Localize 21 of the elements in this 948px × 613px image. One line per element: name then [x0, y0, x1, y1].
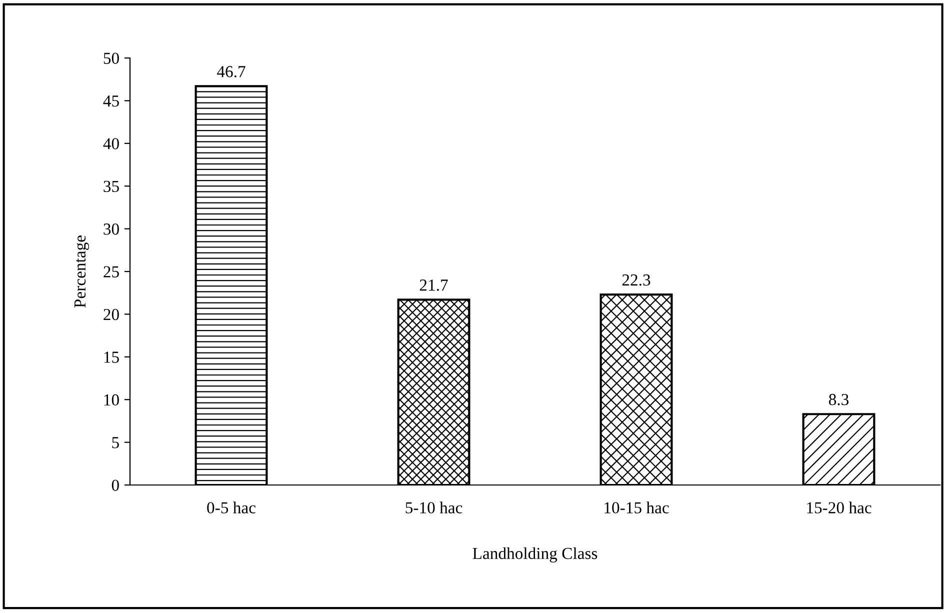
y-tick-label: 50	[104, 52, 119, 64]
data-label: 22.3	[622, 274, 650, 286]
data-label: 8.3	[828, 394, 849, 406]
y-tick-label: 25	[104, 266, 119, 278]
y-tick-label: 0	[112, 480, 119, 491]
y-tick-label: 20	[104, 308, 119, 320]
x-tick-label: 15-20 hac	[807, 502, 872, 514]
y-axis-title: Percentage	[74, 236, 90, 308]
y-tick-label: 10	[104, 394, 119, 406]
data-label: 46.7	[216, 66, 246, 78]
y-tick-label: 30	[104, 224, 119, 235]
x-tick-label: 5-10 hac	[406, 502, 462, 514]
y-tick-label: 35	[104, 180, 119, 192]
y-tick-label: 45	[103, 96, 119, 107]
y-tick-label: 15	[104, 352, 119, 363]
y-tick-label: 5	[112, 437, 119, 448]
x-tick-label: 10-15 hac	[604, 502, 669, 514]
data-label: 21.7	[420, 280, 448, 291]
y-tick-label: 40	[103, 138, 119, 150]
x-axis-title: Landholding Class	[472, 547, 598, 562]
x-tick-label: 0-5 hac	[207, 502, 256, 514]
